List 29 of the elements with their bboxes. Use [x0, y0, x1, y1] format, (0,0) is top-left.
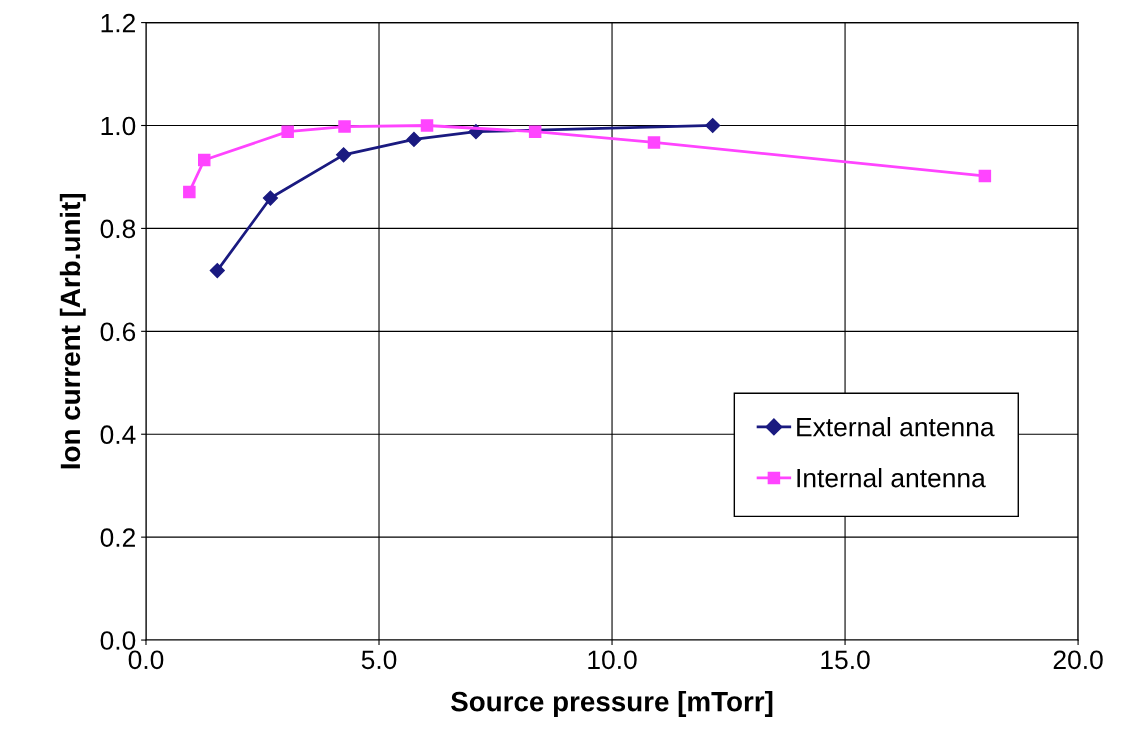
- point: [262, 190, 278, 206]
- point: [336, 147, 352, 163]
- point: [647, 136, 661, 149]
- point: [183, 185, 196, 199]
- point: [209, 263, 225, 279]
- point: [406, 131, 422, 147]
- y-tick-label: 0.8: [100, 219, 136, 239]
- point: [420, 119, 434, 132]
- point: [281, 125, 294, 138]
- legend-label: External antenna: [797, 417, 995, 437]
- y-tick-label: 0.4: [100, 425, 136, 445]
- point: [338, 120, 351, 133]
- x-tick-label: 10.0: [588, 650, 637, 670]
- x-tick-label: 0.0: [128, 650, 164, 670]
- legend-label: Internal antenna: [797, 468, 986, 488]
- point: [705, 117, 721, 134]
- x-tick-label: 5.0: [361, 650, 397, 670]
- x-tick-label: 20.0: [1053, 650, 1103, 670]
- point: [978, 169, 992, 183]
- point: [197, 153, 211, 167]
- x-axis-title: Source pressure [mTorr]: [451, 691, 773, 717]
- x-tick-label: 15.0: [821, 650, 870, 670]
- y-tick-label: 0.2: [100, 528, 135, 547]
- y-tick-label: 0.0: [100, 631, 136, 650]
- y-tick-label: 1.0: [101, 116, 136, 136]
- y-tick-label: 0.6: [100, 322, 136, 342]
- y-tick-label: 1.2: [101, 13, 135, 33]
- point: [528, 125, 542, 138]
- y-axis-title: Ion current [Arb.unit]: [59, 194, 86, 469]
